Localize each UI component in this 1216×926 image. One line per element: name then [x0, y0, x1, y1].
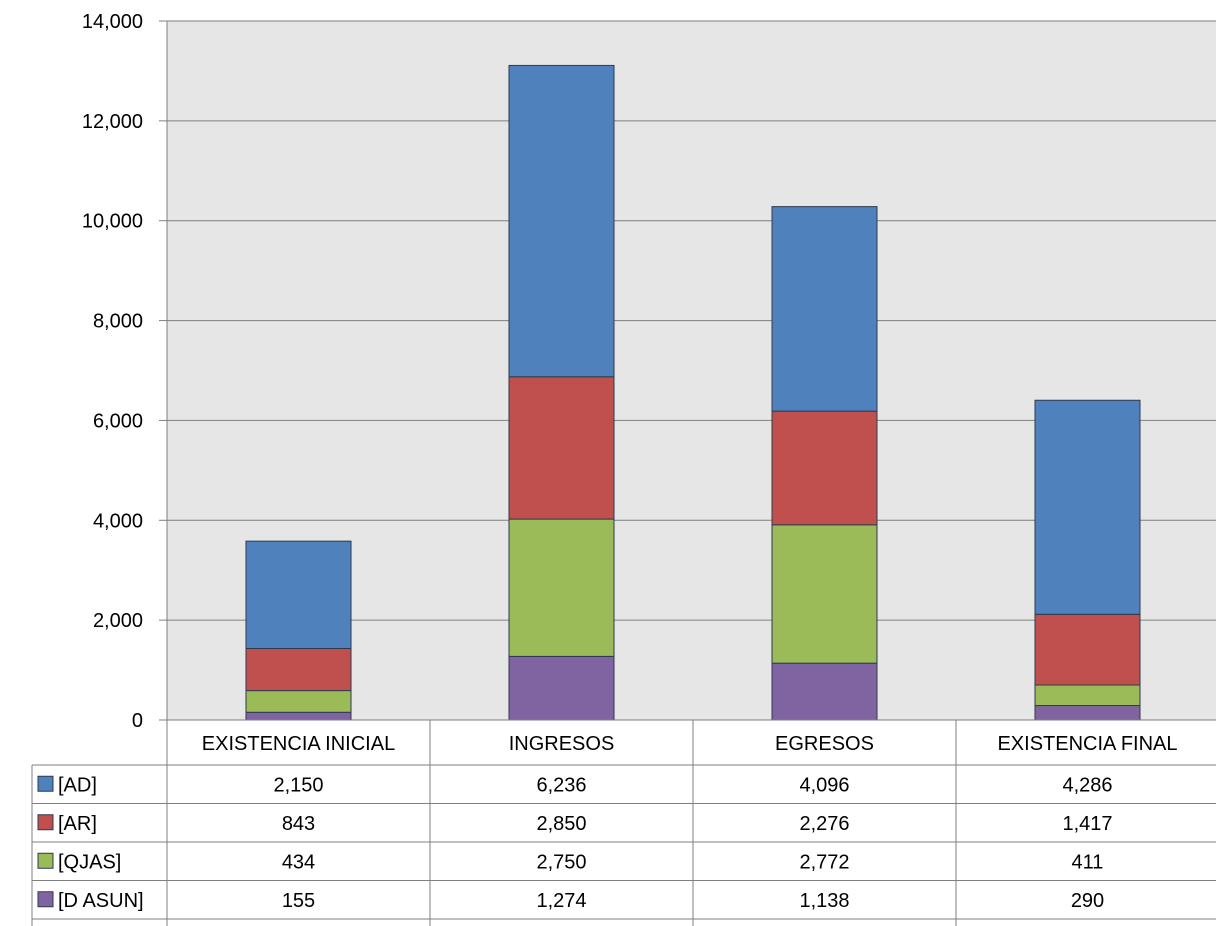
- data-table-cell: 4,096: [799, 774, 849, 796]
- legend-label: [D ASUN]: [58, 890, 144, 912]
- bar-segment: [245, 540, 352, 650]
- legend-swatch: [37, 775, 54, 792]
- x-category-label: INGRESOS: [509, 733, 615, 755]
- data-table-cell: 843: [282, 813, 315, 835]
- bar-segment: [771, 662, 878, 721]
- legend-label: [AR]: [58, 813, 97, 835]
- data-table-cell: 155: [282, 890, 315, 912]
- data-table-cell: 4,286: [1062, 774, 1112, 796]
- data-table-cell: 1,417: [1062, 813, 1112, 835]
- bar-segment: [1034, 705, 1141, 721]
- bar-segment: [245, 690, 352, 713]
- legend-swatch: [37, 891, 54, 908]
- bar-segment: [508, 518, 615, 657]
- legend-swatch: [37, 814, 54, 831]
- y-tick-label: 6,000: [93, 410, 143, 432]
- data-table-cell: 290: [1071, 890, 1104, 912]
- legend-swatch: [37, 852, 54, 869]
- bar-segment: [771, 410, 878, 526]
- bar-segment: [508, 655, 615, 721]
- y-tick-label: 10,000: [82, 211, 143, 233]
- data-table-cell: 6,236: [536, 774, 586, 796]
- y-tick-label: 14,000: [82, 11, 143, 33]
- x-category-label: EXISTENCIA FINAL: [997, 733, 1177, 755]
- data-table-cell: 434: [282, 851, 315, 873]
- y-tick-label: 8,000: [93, 311, 143, 333]
- y-tick-label: 4,000: [93, 510, 143, 532]
- data-table-cell: 1,274: [536, 890, 586, 912]
- bar-segment: [771, 524, 878, 664]
- y-tick-label: 2,000: [93, 610, 143, 632]
- y-tick-label: 12,000: [82, 111, 143, 133]
- data-table-cell: 2,750: [536, 851, 586, 873]
- legend-label: [AD]: [58, 774, 97, 796]
- data-table-cell: 2,850: [536, 813, 586, 835]
- data-table-cell: 1,138: [799, 890, 849, 912]
- bar-segment: [1034, 399, 1141, 615]
- bar-segment: [245, 711, 352, 721]
- bar-segment: [508, 376, 615, 520]
- bar-segment: [1034, 684, 1141, 707]
- x-category-label: EXISTENCIA INICIAL: [202, 733, 395, 755]
- bar-segment: [245, 648, 352, 692]
- data-table-cell: 2,772: [799, 851, 849, 873]
- data-table-cell: 2,276: [799, 813, 849, 835]
- data-table-cell: 411: [1072, 851, 1104, 873]
- x-category-label: EGRESOS: [775, 733, 874, 755]
- bar-segment: [1034, 613, 1141, 686]
- legend-label: [QJAS]: [58, 851, 121, 873]
- data-table-cell: 2,150: [273, 774, 323, 796]
- bar-segment: [508, 64, 615, 378]
- bar-segment: [771, 206, 878, 412]
- y-tick-label: 0: [132, 710, 143, 732]
